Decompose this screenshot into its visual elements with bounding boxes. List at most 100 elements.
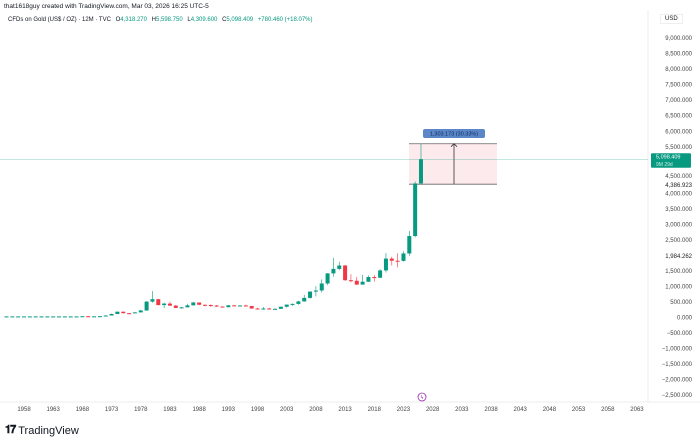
y-axis-tick-label: 2,500.000 <box>665 238 692 244</box>
brand-name: TradingView <box>18 424 79 437</box>
x-axis-tick-label: 2003 <box>280 407 294 413</box>
candle-body <box>115 311 120 315</box>
x-axis-tick-label: 1993 <box>222 407 236 413</box>
y-axis-tick-label: 8,500.000 <box>665 52 692 58</box>
price-marker-label: 1,984.262 <box>665 254 692 260</box>
candle-body <box>202 304 207 306</box>
y-axis-tick-label: 4,000.000 <box>665 191 692 197</box>
candle-body <box>45 316 50 318</box>
x-axis-tick-label: 1958 <box>17 407 31 413</box>
candle-body <box>22 316 26 318</box>
candle-body <box>138 310 143 313</box>
candle-body <box>167 303 172 306</box>
candle-body <box>92 316 97 318</box>
candle-body <box>413 183 418 237</box>
candle-body <box>109 314 114 316</box>
candle-body <box>185 305 190 308</box>
x-axis-tick-label: 2013 <box>338 407 352 413</box>
candle-body <box>354 280 359 285</box>
candle-body <box>62 316 67 318</box>
y-axis-tick-label: 3,500.000 <box>665 207 692 213</box>
x-axis-tick-label: 1968 <box>76 407 90 413</box>
x-axis-tick-label: 2028 <box>426 407 440 413</box>
candle-body <box>278 306 283 309</box>
x-axis-tick-label: 1978 <box>134 407 148 413</box>
candle-body <box>296 301 301 304</box>
current-price-badge <box>651 153 691 168</box>
attribution-text: that1618guy created with TradingView.com… <box>4 3 209 10</box>
open-value: 4,318.270 <box>120 17 147 23</box>
x-axis-tick-label: 1988 <box>192 407 206 413</box>
y-axis-tick-label: 500.000 <box>670 300 692 306</box>
candle-body <box>208 305 213 307</box>
x-axis-tick-label: 2033 <box>455 407 469 413</box>
candle-body <box>389 258 394 261</box>
candle-body <box>337 265 342 269</box>
x-axis-tick-label: 1998 <box>251 407 265 413</box>
candle-body <box>407 236 412 254</box>
candle-body <box>197 302 202 305</box>
candle-body <box>220 306 225 308</box>
measure-arrow-icon <box>450 143 458 147</box>
candle-body <box>372 277 377 279</box>
x-axis-tick-label: 2063 <box>630 407 644 413</box>
y-axis-tick-label: 3,000.000 <box>665 222 692 228</box>
x-axis-tick-label: 1983 <box>163 407 177 413</box>
measure-label-badge <box>423 129 485 138</box>
candle-body <box>226 305 231 308</box>
candle-body <box>348 280 353 282</box>
y-axis-tick-label: 6,500.000 <box>665 114 692 120</box>
candle-body <box>214 305 219 307</box>
candle-body <box>179 307 184 309</box>
candle-body <box>39 316 44 318</box>
candle-body <box>156 299 161 306</box>
y-axis-tick-label: 7,000.000 <box>665 98 692 104</box>
dividend-event-icon <box>417 392 427 402</box>
close-value: 5,098.409 <box>226 17 254 23</box>
candle-body <box>51 316 56 318</box>
tradingview-logo: 𝟏𝟕 TradingView <box>5 424 79 437</box>
candle-body <box>127 313 132 315</box>
candle-body <box>243 305 248 307</box>
x-axis-tick-label: 2043 <box>514 407 528 413</box>
candle-body <box>255 308 260 310</box>
candle-body <box>162 303 167 306</box>
lightning-icon: ϟ <box>421 395 424 401</box>
candle-body <box>173 305 178 308</box>
y-axis-tick-label: 6,000.000 <box>665 129 692 135</box>
candle-body <box>86 316 91 318</box>
candle-body <box>232 305 237 307</box>
candle-body <box>238 305 243 307</box>
candle-body <box>267 308 272 310</box>
high-label: H <box>151 17 156 23</box>
bar-countdown: 9M 29d <box>656 162 673 168</box>
candle-body <box>150 299 155 302</box>
candle-body <box>313 290 318 292</box>
candle-body <box>16 316 21 318</box>
candle-body <box>10 316 15 318</box>
y-axis-tick-label: −2,000.000 <box>662 378 693 384</box>
x-axis-tick-label: 2048 <box>543 407 557 413</box>
symbol-name[interactable]: CFDs on Gold (US$ / OZ) · 12M · TVC <box>8 17 111 23</box>
candle-body <box>249 306 254 309</box>
currency-button[interactable]: USD <box>660 14 683 24</box>
y-axis-tick-label: 4,500.000 <box>665 174 692 180</box>
y-axis-tick-label: 9,000.000 <box>665 36 692 42</box>
candle-body <box>302 297 307 302</box>
y-axis-tick-label: 7,500.000 <box>665 83 692 89</box>
y-axis-tick-label: −1,000.000 <box>662 347 693 353</box>
symbol-legend: CFDs on Gold (US$ / OZ) · 12M · TVC O4,3… <box>8 17 313 23</box>
candle-body <box>418 159 423 184</box>
candle-body <box>144 301 149 311</box>
y-axis-tick-label: 5,500.000 <box>665 145 692 151</box>
low-value: 4,309.600 <box>190 17 218 23</box>
high-value: 5,598.750 <box>155 17 183 23</box>
candle-body <box>325 273 330 284</box>
x-axis-tick-label: 1973 <box>105 407 119 413</box>
candle-body <box>4 316 9 318</box>
x-axis-tick-label: 2018 <box>368 407 382 413</box>
candle-body <box>261 308 266 310</box>
candle-body <box>395 260 400 262</box>
candle-body <box>97 316 102 318</box>
